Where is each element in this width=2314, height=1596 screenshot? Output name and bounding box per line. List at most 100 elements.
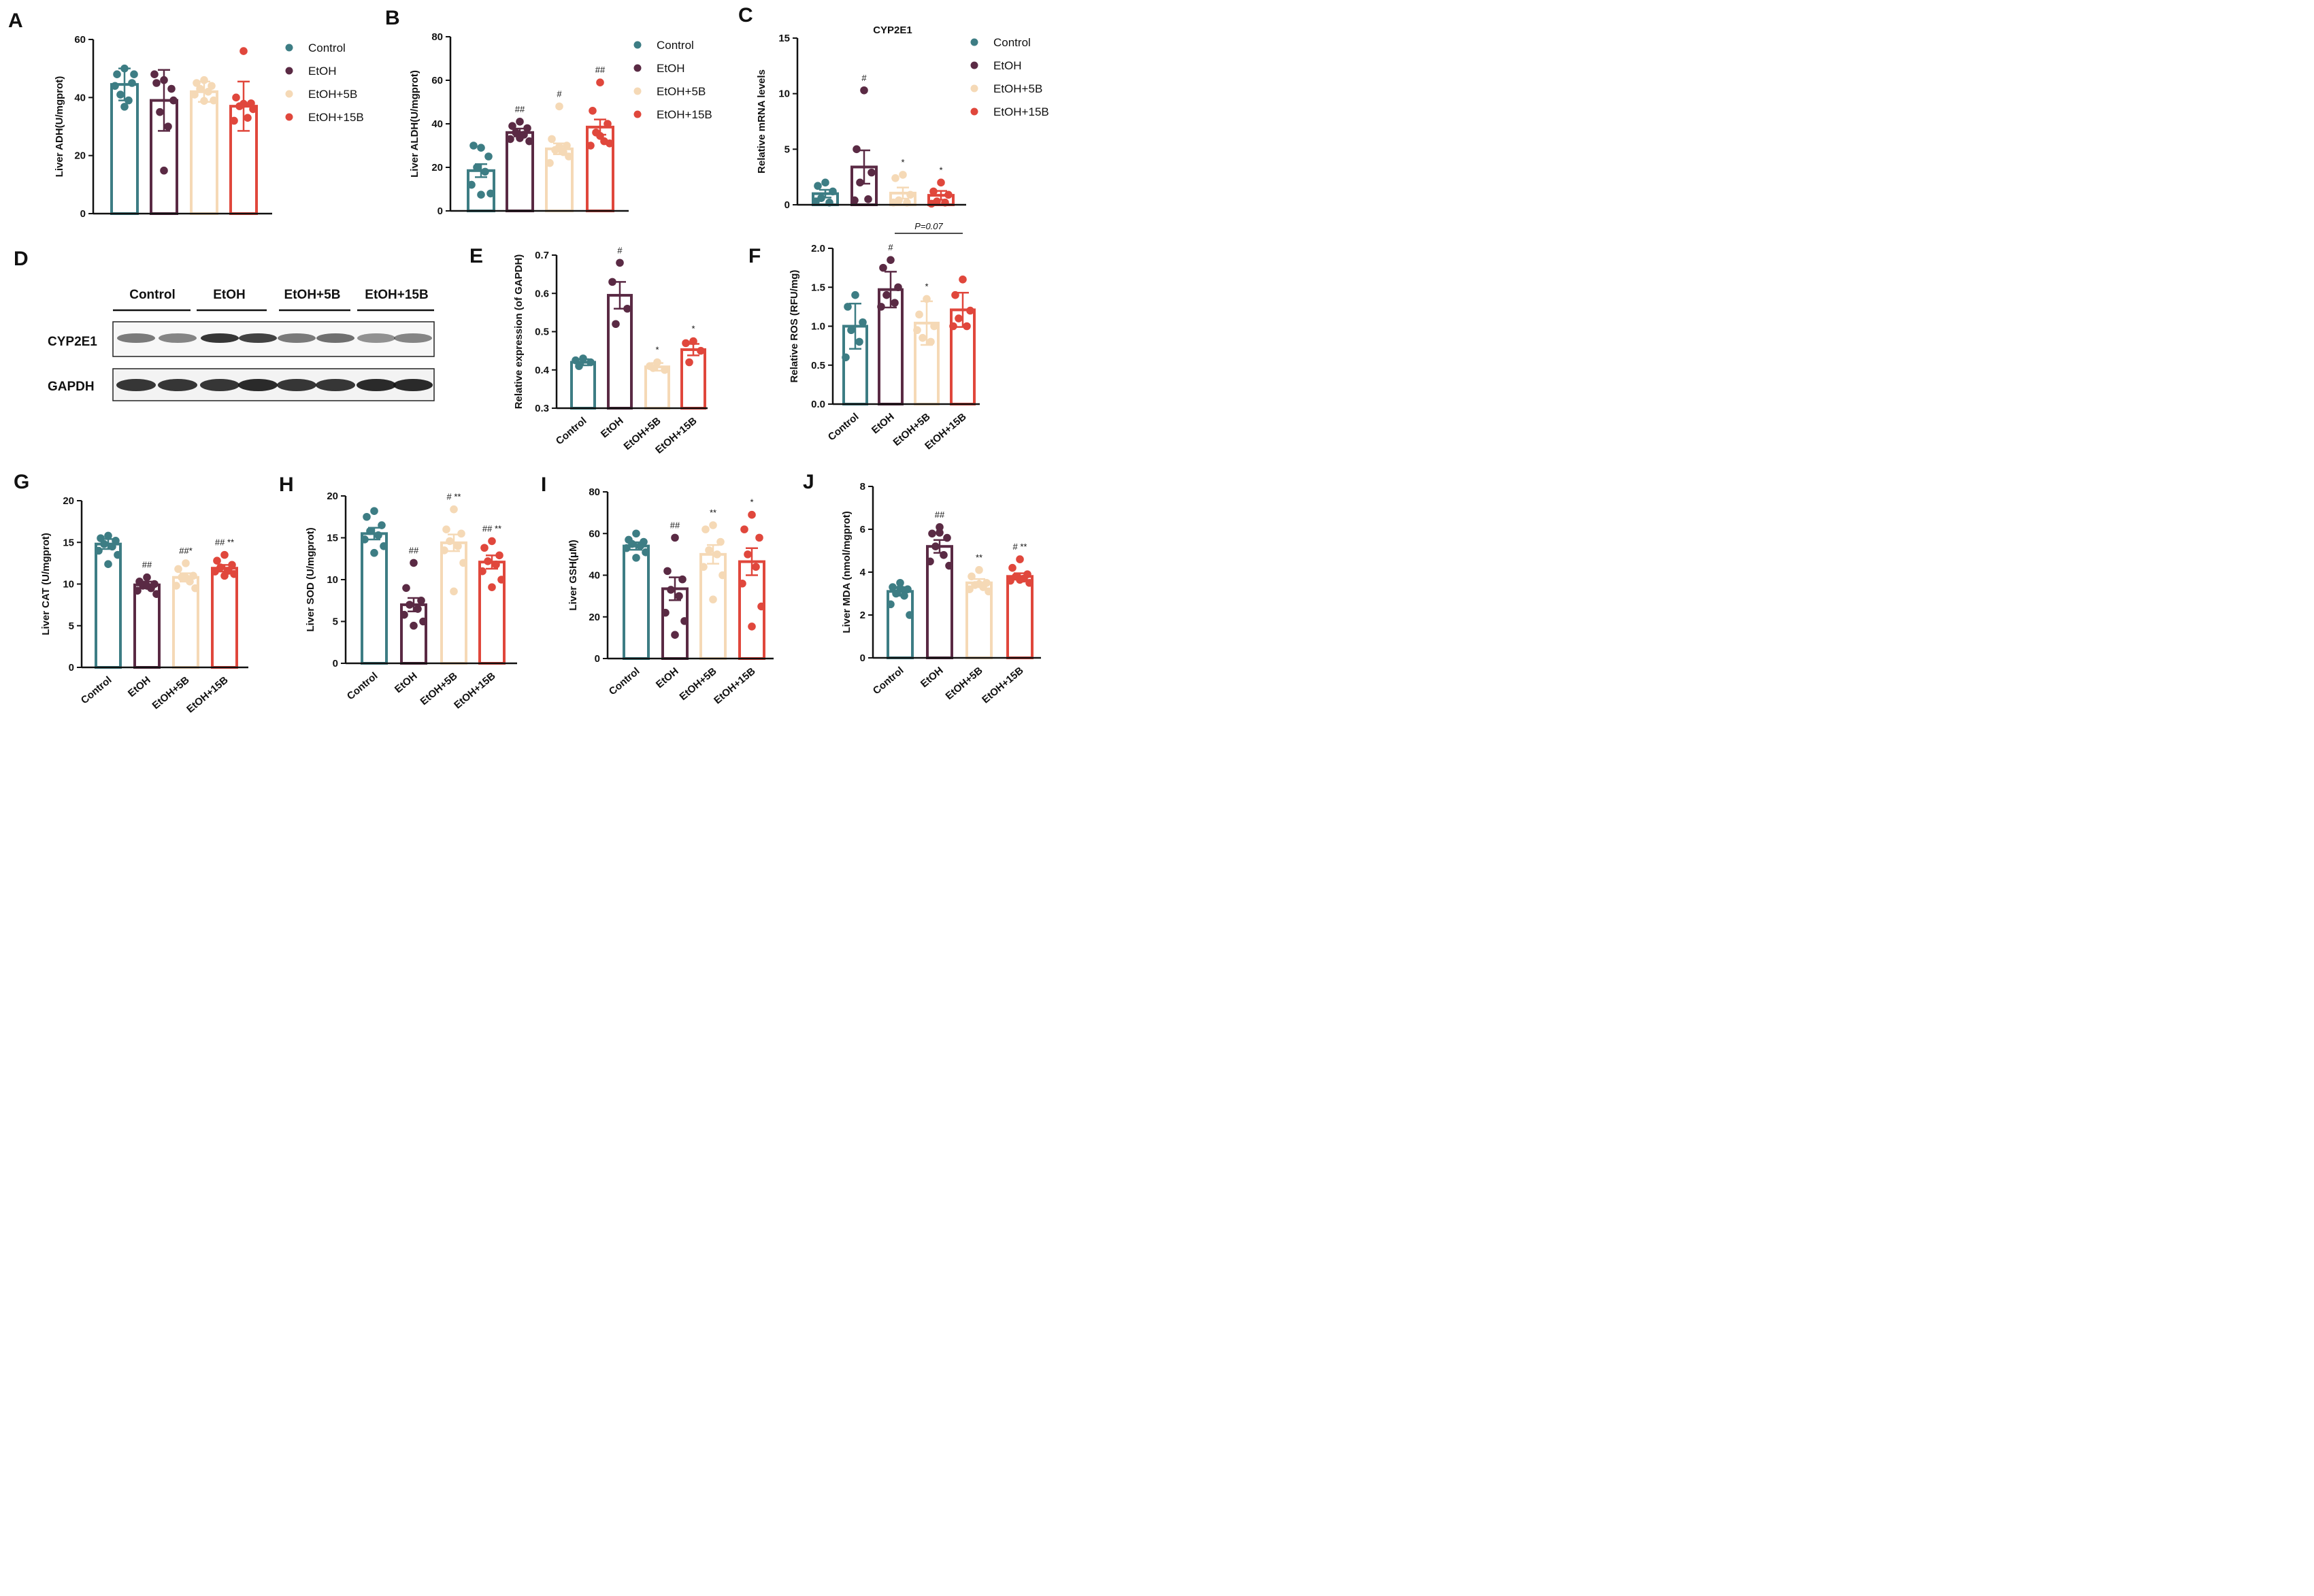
wb-band-cyp2e1	[159, 333, 197, 343]
significance-mark: ##	[142, 560, 152, 570]
bar	[150, 99, 178, 215]
data-point	[887, 600, 895, 609]
y-tick-label: 0.5	[535, 327, 549, 338]
data-point	[143, 582, 151, 590]
data-point	[565, 152, 573, 161]
wb-row-label-cyp2e1: CYP2E1	[48, 335, 97, 349]
data-point	[589, 107, 597, 115]
significance-mark: #	[888, 242, 893, 252]
data-point	[596, 132, 604, 140]
data-point	[709, 595, 717, 603]
wb-group-label-control: Control	[129, 288, 176, 302]
significance-mark: *	[691, 324, 695, 334]
data-point	[516, 134, 524, 142]
data-point	[860, 86, 868, 95]
data-point	[182, 559, 190, 567]
legend-marker	[970, 61, 978, 69]
panel-label-j: J	[803, 471, 814, 493]
legend-marker	[285, 113, 293, 121]
x-tick-label: Control	[554, 415, 589, 447]
wb-band-gapdh	[116, 379, 156, 391]
data-point	[492, 561, 500, 569]
data-point	[120, 103, 129, 111]
data-point	[410, 559, 418, 567]
data-point	[856, 178, 864, 187]
data-point	[748, 622, 756, 631]
significance-mark: **	[976, 552, 982, 563]
data-point	[210, 96, 218, 105]
y-tick-label: 40	[589, 570, 600, 582]
data-point	[685, 358, 693, 367]
y-tick-label: 20	[431, 162, 443, 173]
data-point	[1008, 563, 1016, 572]
data-point	[968, 572, 976, 581]
data-point	[936, 523, 944, 531]
data-point	[108, 542, 116, 551]
panel-label-e: E	[469, 245, 483, 267]
data-point	[740, 525, 748, 533]
data-point	[446, 537, 454, 546]
wb-band-gapdh	[316, 379, 355, 391]
data-point	[457, 529, 465, 538]
significance-mark: ##	[670, 520, 680, 530]
wb-band-cyp2e1	[201, 333, 239, 343]
data-point	[232, 93, 240, 102]
y-tick-label: 10	[327, 574, 338, 586]
data-point	[555, 143, 563, 151]
data-point	[923, 295, 931, 303]
x-tick-label: EtOH	[126, 674, 153, 699]
y-tick-label: 1.5	[811, 282, 825, 293]
bar	[680, 348, 706, 410]
data-point	[894, 283, 902, 292]
legend-marker	[633, 64, 642, 72]
data-point	[701, 525, 710, 533]
y-tick-label: 5	[333, 616, 338, 628]
y-tick-label: 8	[860, 481, 865, 493]
y-tick-label: 2	[860, 610, 865, 621]
y-tick-label: 20	[63, 495, 74, 507]
chart-c-cyp2e1-mrna: 0 5 10 15 Relative mRNA levels # * * CYP2E1 Contr…	[756, 24, 1049, 211]
data-point	[143, 573, 151, 582]
y-tick-label: 80	[431, 31, 443, 43]
data-point	[955, 314, 963, 322]
wb-band-gapdh	[393, 379, 433, 391]
data-point	[228, 561, 236, 569]
significance-mark: # **	[447, 492, 461, 502]
data-point	[859, 318, 867, 327]
wb-band-gapdh	[277, 379, 316, 391]
x-tick-label: EtOH+15B	[980, 665, 1026, 706]
data-point	[220, 550, 229, 559]
data-point	[699, 563, 708, 571]
x-tick-label: Control	[607, 665, 642, 697]
wb-band-cyp2e1	[357, 333, 395, 343]
y-tick-label: 0	[860, 652, 865, 664]
data-point	[959, 276, 967, 284]
data-point	[616, 259, 624, 267]
legend-label: Control	[993, 36, 1031, 49]
data-point	[113, 70, 121, 78]
data-point	[370, 548, 378, 557]
data-point	[160, 166, 168, 175]
data-point	[879, 263, 887, 272]
legend-label: EtOH	[657, 62, 685, 75]
data-point	[906, 190, 914, 199]
data-point	[667, 586, 675, 594]
data-point	[755, 533, 763, 542]
y-tick-label: 10	[63, 579, 74, 591]
data-point	[419, 617, 427, 626]
bar	[211, 567, 238, 669]
data-point	[709, 521, 717, 529]
y-axis-label: Liver ADH(U/mgprot)	[54, 76, 65, 178]
y-tick-label: 15	[778, 33, 790, 44]
y-tick-label: 5	[69, 620, 74, 632]
data-point	[1025, 578, 1034, 587]
y-tick-label: 0	[595, 653, 600, 665]
data-point	[738, 579, 746, 588]
data-point	[104, 531, 112, 540]
y-tick-label: 15	[327, 533, 338, 544]
y-tick-label: 20	[327, 491, 338, 502]
significance-mark: *	[939, 165, 942, 175]
data-point	[508, 122, 516, 130]
